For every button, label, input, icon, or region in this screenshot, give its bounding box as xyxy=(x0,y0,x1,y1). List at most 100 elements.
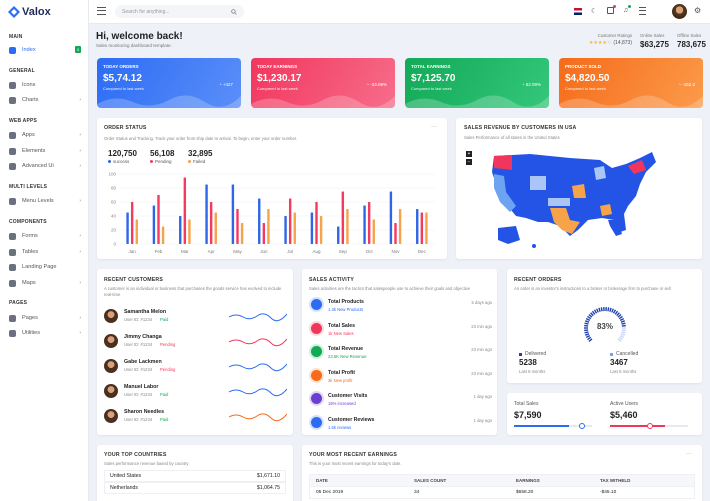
recent-orders-title: RECENT ORDERS xyxy=(514,277,562,283)
bar-pending[interactable] xyxy=(258,198,261,245)
bar-success[interactable] xyxy=(425,212,428,245)
stat-percent-value: +427 xyxy=(222,82,233,87)
bar-success[interactable] xyxy=(372,219,375,245)
bar-success[interactable] xyxy=(267,209,270,244)
sidebar-item-advanced-ui[interactable]: Advanced Ui › xyxy=(0,160,89,172)
bar-failed[interactable] xyxy=(367,202,371,244)
bar-success[interactable] xyxy=(398,209,402,244)
activity-item[interactable]: Customer Visits 15% increased 1 day ago xyxy=(309,391,492,411)
avatar[interactable] xyxy=(672,4,687,19)
moon-icon[interactable]: ☾ xyxy=(591,8,598,15)
usa-map[interactable] xyxy=(490,148,660,256)
activity-item[interactable]: Total Products 1.3k New Products 5 days … xyxy=(309,297,492,317)
bar-failed[interactable] xyxy=(157,195,160,244)
list-item[interactable]: Manuel Labor User ID: #1234 Paid xyxy=(104,382,289,402)
sidebar-item-pages[interactable]: Pages › xyxy=(0,312,89,324)
status-badge: Paid xyxy=(160,317,169,322)
bar-success[interactable] xyxy=(214,212,217,245)
bar-pending[interactable] xyxy=(337,226,340,245)
search-input[interactable]: Search for anything... xyxy=(115,5,244,18)
activity-item[interactable]: Total Profit 3k New profit 23 min ago xyxy=(309,368,492,388)
sidebar-item-maps[interactable]: Maps › xyxy=(0,277,89,289)
bar-failed[interactable] xyxy=(288,198,292,245)
customer-name: Gabe Lackmen xyxy=(124,359,162,365)
state-florida xyxy=(608,220,622,236)
list-item[interactable]: Gabe Lackmen User ID: #1234 Pending xyxy=(104,357,289,377)
bar-success[interactable] xyxy=(346,209,349,244)
bar-pending[interactable] xyxy=(284,216,287,244)
bar-failed[interactable] xyxy=(236,209,239,244)
bar-success[interactable] xyxy=(240,223,244,244)
bar-failed[interactable] xyxy=(183,177,187,245)
menu-levels-icon xyxy=(9,197,16,205)
sidebar-item-menu-levels[interactable]: Menu Levels › xyxy=(0,195,89,207)
sidebar-item-forms[interactable]: Forms › xyxy=(0,230,89,242)
gauge-tick xyxy=(591,310,596,315)
bar-pending[interactable] xyxy=(389,191,393,245)
stat-caption: Compared to last week xyxy=(103,86,144,91)
sidebar-item-tables[interactable]: Tables › xyxy=(0,246,89,258)
more-options-icon[interactable]: ··· xyxy=(686,451,692,457)
stat-value: $4,820.50 xyxy=(565,73,610,84)
bar-pending[interactable] xyxy=(126,212,129,245)
ratings-stars: ★★★★☆ (14,873) xyxy=(578,40,632,46)
sidebar-item-landing-page[interactable]: Landing Page xyxy=(0,261,89,273)
stat-wave xyxy=(405,95,549,108)
bar-pending[interactable] xyxy=(179,216,182,244)
bar-pending[interactable] xyxy=(310,212,314,245)
customer-id: User ID: #1234 xyxy=(124,317,153,322)
gear-icon[interactable]: ⚙ xyxy=(694,6,702,15)
fullscreen-icon[interactable] xyxy=(639,7,646,15)
active-users-handle[interactable] xyxy=(647,423,653,429)
bar-pending[interactable] xyxy=(231,184,235,245)
bar-success[interactable] xyxy=(161,226,165,245)
activity-item[interactable]: Total Revenue 23.5K New Revenue 23 min a… xyxy=(309,344,492,364)
sidebar-item-label: Pages xyxy=(22,315,38,321)
logo[interactable]: Valox xyxy=(8,5,51,19)
activity-item[interactable]: Total Sales 1k New Sales 23 min ago xyxy=(309,321,492,341)
legend-label: Failed xyxy=(193,159,206,164)
zoom-out-button[interactable]: − xyxy=(466,159,472,165)
list-item[interactable]: Jimmy Changa User ID: #1234 Pending xyxy=(104,332,289,352)
sidebar-item-icons[interactable]: Icons xyxy=(0,79,89,91)
bar-pending[interactable] xyxy=(152,205,156,245)
search-icon[interactable] xyxy=(231,8,237,15)
bar-pending[interactable] xyxy=(205,184,208,245)
bar-failed[interactable] xyxy=(262,223,266,244)
bar-failed[interactable] xyxy=(130,202,134,244)
bar-success[interactable] xyxy=(319,216,323,244)
total-sales-fill xyxy=(514,425,569,427)
bar-success[interactable] xyxy=(135,219,138,245)
sparkline xyxy=(229,363,287,372)
zoom-in-button[interactable]: + xyxy=(466,151,472,157)
flag-icon[interactable] xyxy=(574,8,582,15)
more-options-icon[interactable]: ··· xyxy=(431,124,437,130)
bar-failed[interactable] xyxy=(341,191,345,245)
stat-caption: Compared to last week xyxy=(411,86,452,91)
bar-success[interactable] xyxy=(293,212,296,245)
cart-icon[interactable] xyxy=(607,7,614,14)
bar-failed[interactable] xyxy=(394,223,397,244)
bar-failed[interactable] xyxy=(315,202,318,244)
bar-pending[interactable] xyxy=(363,205,366,245)
sidebar-item-elements[interactable]: Elements › xyxy=(0,145,89,157)
bell-icon[interactable]: ♫ xyxy=(623,7,629,14)
sidebar-item-index[interactable]: Index 3 xyxy=(0,44,89,56)
total-sales-handle[interactable] xyxy=(579,423,585,429)
list-item[interactable]: Sharon Needles User ID: #1234 Paid xyxy=(104,407,289,427)
bar-success[interactable] xyxy=(188,219,191,245)
sidebar-item-apps[interactable]: Apps › xyxy=(0,129,89,141)
bar-pending[interactable] xyxy=(416,209,419,244)
online-sales-label: Online Sales xyxy=(640,33,665,38)
pages-icon xyxy=(9,314,16,322)
order-status-card: ORDER STATUS ··· Order Status and Tracki… xyxy=(97,118,447,259)
list-item[interactable]: Samantha Melon User ID: #1234 Paid xyxy=(104,307,289,327)
sidebar-item-charts[interactable]: Charts › xyxy=(0,94,89,106)
menu-toggle-icon[interactable] xyxy=(97,7,106,15)
sidebar-item-utilities[interactable]: Utilities › xyxy=(0,327,89,339)
state-hawaii xyxy=(532,244,536,248)
activity-item[interactable]: Customer Reviews 1.5k reviews 1 day ago xyxy=(309,415,492,435)
bar-failed[interactable] xyxy=(209,202,213,244)
gauge-tick xyxy=(585,335,591,339)
bar-failed[interactable] xyxy=(420,212,424,245)
